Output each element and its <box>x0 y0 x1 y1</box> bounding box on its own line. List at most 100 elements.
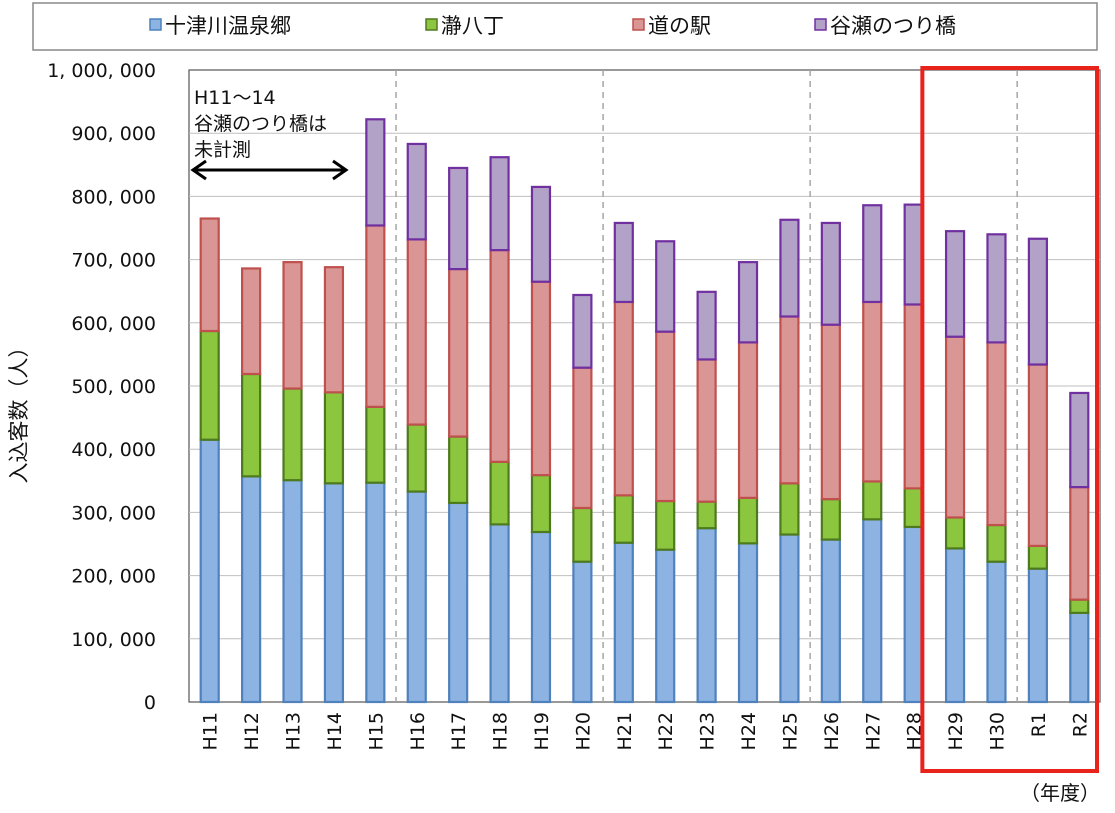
bar-segment <box>737 542 759 704</box>
bar-segment <box>737 341 759 499</box>
bar-segment <box>655 240 676 333</box>
bar-segment <box>820 498 841 541</box>
highlight-box <box>920 66 1100 773</box>
bar-segment <box>779 533 800 704</box>
bar-segment <box>448 166 469 271</box>
bar-segment <box>489 523 510 704</box>
bar-segment <box>365 405 386 484</box>
bar-segment <box>986 523 1007 563</box>
annotation-line-2: 谷瀬のつり橋は <box>194 113 327 135</box>
bar-segment <box>944 230 966 338</box>
x-tick-label: R2 <box>1069 712 1091 737</box>
y-tick-label: 200, 000 <box>71 566 156 588</box>
bar-segment <box>655 330 676 503</box>
bar-segment <box>448 435 469 505</box>
x-tick-label: R1 <box>1028 712 1050 737</box>
bar-segment <box>241 372 262 478</box>
bar-segment <box>282 261 303 390</box>
bar-segment <box>862 480 883 521</box>
bar-segment <box>986 233 1007 344</box>
y-tick-label: 500, 000 <box>71 376 156 398</box>
legend-label: 谷瀬のつり橋 <box>830 14 956 38</box>
bar-segment <box>489 460 510 526</box>
bar-segment <box>944 547 966 704</box>
x-tick-label: H28 <box>904 712 926 750</box>
bar-segment <box>489 156 510 252</box>
y-tick-label: 700, 000 <box>71 250 156 272</box>
bar-segment <box>365 481 386 704</box>
bar-segment <box>903 303 924 490</box>
legend-swatch <box>425 18 438 31</box>
y-tick-label: 1, 000, 000 <box>47 60 156 82</box>
legend-label: 十津川温泉郷 <box>165 14 291 38</box>
x-tick-label: H23 <box>697 712 719 750</box>
bar-segment <box>1027 363 1048 547</box>
x-tick-label: H26 <box>821 712 843 750</box>
bar-segment <box>406 490 427 704</box>
bar-segment <box>613 494 634 544</box>
bar-segment <box>241 267 262 376</box>
bar-segment <box>365 118 386 227</box>
x-tick-label: H17 <box>448 712 470 750</box>
bar-segment <box>862 300 883 483</box>
bar-segment <box>489 249 510 463</box>
bar-segment <box>696 358 717 503</box>
bar-segment <box>572 506 593 563</box>
bar-segment <box>1027 567 1048 704</box>
bar-segment <box>1069 598 1090 614</box>
bar-segment <box>820 538 841 704</box>
x-tick-label: H27 <box>862 712 884 750</box>
bar-segment <box>903 525 924 704</box>
y-tick-label: 100, 000 <box>71 629 156 651</box>
bar-segment <box>406 423 427 493</box>
bar-segment <box>572 366 593 510</box>
y-tick-labels: 0 100, 000 200, 000 300, 000 400, 000 500, 00… <box>47 60 156 714</box>
y-tick-label: 400, 000 <box>71 439 156 461</box>
bar-segment <box>1069 611 1090 704</box>
y-tick-label: 900, 000 <box>71 123 156 145</box>
bar-segment <box>986 560 1007 704</box>
y-tick-label: 800, 000 <box>71 186 156 208</box>
x-tick-label: H14 <box>324 712 346 750</box>
bar-segment <box>199 438 220 704</box>
bar-segment <box>323 482 345 704</box>
bars <box>199 118 1090 704</box>
bar-segment <box>282 387 303 482</box>
bar-segment <box>696 527 717 704</box>
bar-segment <box>613 221 634 304</box>
legend-swatch <box>149 18 162 31</box>
x-tick-label: H20 <box>572 712 594 750</box>
bar-segment <box>903 203 924 306</box>
bar-segment <box>862 204 883 304</box>
bar-segment <box>779 218 800 318</box>
legend-box <box>32 2 1098 51</box>
bar-segment <box>696 500 717 530</box>
bar-segment <box>903 487 924 529</box>
bar-segment <box>820 221 841 326</box>
bar-segment <box>820 323 841 501</box>
x-tick-label: H24 <box>738 712 760 750</box>
y-tick-label: 600, 000 <box>71 313 156 335</box>
bar-segment <box>365 224 386 408</box>
bar-segment <box>613 300 634 497</box>
bar-segment <box>530 530 552 704</box>
annotation-line-3: 未計測 <box>194 139 251 161</box>
bar-segment <box>323 391 345 485</box>
bar-segment <box>737 261 759 344</box>
y-tick-label: 300, 000 <box>71 502 156 524</box>
bar-segment <box>862 518 883 704</box>
legend: 十津川温泉郷 瀞八丁 道の駅 谷瀬のつり橋 <box>149 14 956 38</box>
x-tick-label: H29 <box>945 712 967 750</box>
y-tick-label: 0 <box>144 692 156 714</box>
bar-segment <box>241 475 262 704</box>
x-tick-label: H15 <box>365 712 387 750</box>
bar-segment <box>282 479 303 704</box>
x-tick-label: H11 <box>200 712 222 750</box>
bar-segment <box>572 293 593 369</box>
x-tick-label: H25 <box>779 712 801 750</box>
bar-segment <box>323 266 345 394</box>
legend-swatch <box>814 18 827 31</box>
legend-swatch <box>632 18 645 31</box>
